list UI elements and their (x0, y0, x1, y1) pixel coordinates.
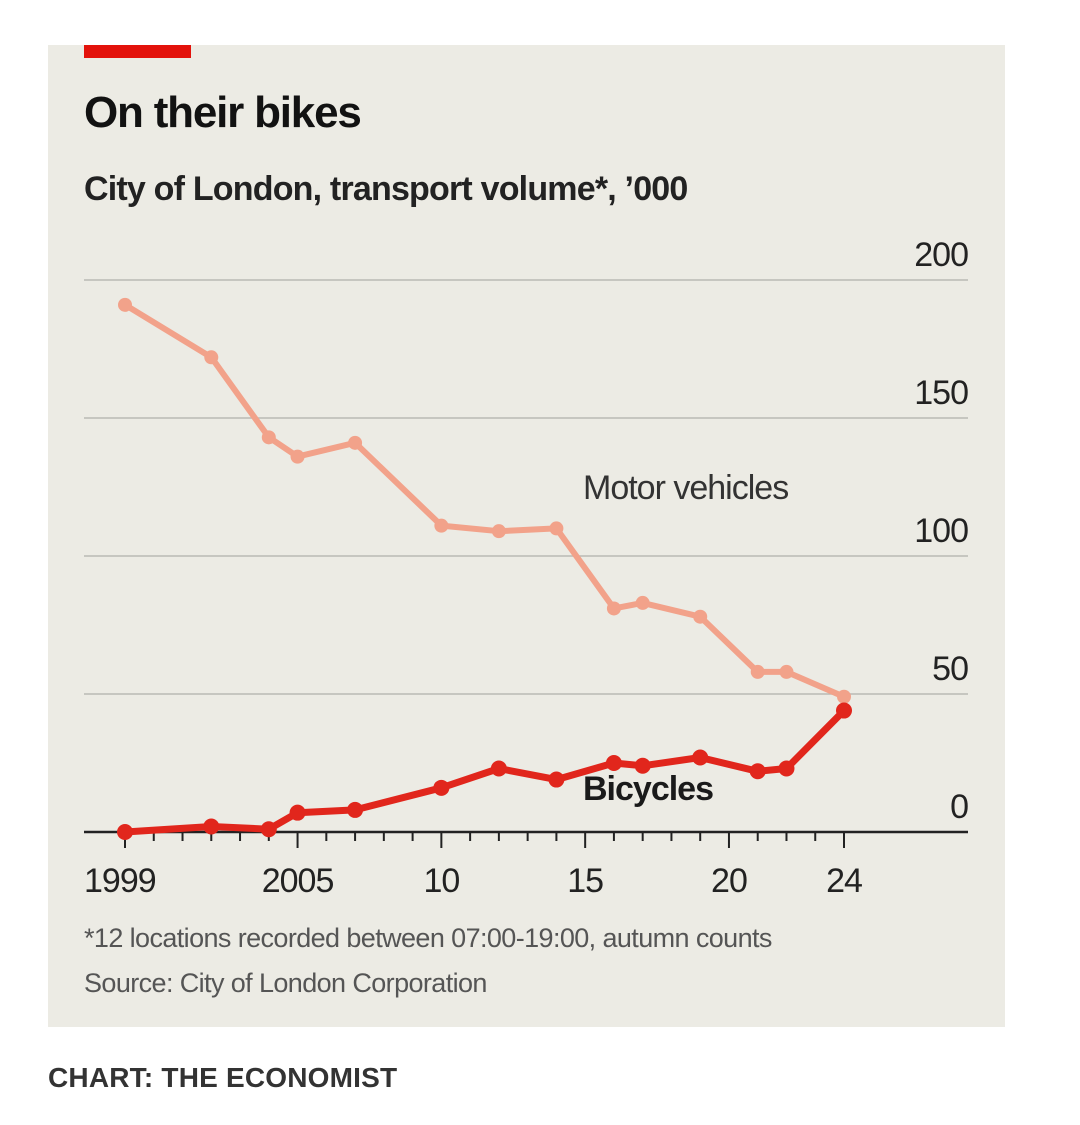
chart-subtitle: City of London, transport volume*, ’000 (84, 170, 688, 208)
x-tick-label: 2005 (262, 862, 334, 900)
motor-vehicles-point (434, 518, 449, 533)
motor-vehicles-point (837, 689, 851, 704)
motor-vehicles-point (348, 435, 363, 450)
motor-vehicles-point (549, 521, 564, 536)
bicycles-point (778, 760, 795, 777)
x-tick-label: 20 (711, 862, 747, 900)
motor-vehicles-point (290, 449, 305, 464)
y-tick-label: 0 (950, 788, 968, 826)
source-note: Source: City of London Corporation (84, 968, 487, 998)
bicycles-point (692, 749, 709, 766)
motor-vehicles-point (693, 609, 708, 624)
accent-bar (84, 45, 191, 58)
motor-vehicles-point (118, 297, 132, 312)
x-tick-label: 15 (567, 862, 603, 900)
bicycles-point (260, 821, 277, 838)
motor-vehicles-point (491, 524, 506, 539)
bicycles-point (347, 801, 364, 818)
x-tick-label: 24 (826, 862, 862, 900)
bicycles-point (203, 818, 220, 835)
footnote: *12 locations recorded between 07:00-19:… (84, 923, 772, 953)
y-tick-label: 200 (914, 236, 968, 274)
motor-vehicles-point (606, 601, 621, 616)
chart-title: On their bikes (84, 88, 362, 137)
bicycles-line (121, 707, 848, 836)
bicycles-point (634, 757, 651, 774)
motor-vehicles-point (635, 595, 650, 610)
bicycles-point (605, 755, 622, 771)
motor-vehicles-point (750, 664, 765, 679)
bicycles-point (433, 779, 450, 796)
bicycles-point (548, 771, 565, 788)
bicycles-point (289, 804, 306, 821)
y-tick-label: 50 (932, 650, 968, 688)
bicycles-point (117, 824, 133, 840)
motor-vehicles-point (204, 350, 219, 365)
x-tick-label: 10 (423, 862, 459, 900)
motor-vehicles-point (261, 430, 276, 445)
y-tick-label: 150 (914, 374, 968, 412)
y-tick-label: 100 (914, 512, 968, 550)
chart-credit: CHART: THE ECONOMIST (48, 1062, 398, 1093)
x-tick-label: 1999 (84, 862, 156, 900)
chart-panel (48, 45, 1005, 1027)
bicycles-point (490, 760, 507, 777)
bicycles-point (836, 702, 852, 719)
motor-vehicles-label: Motor vehicles (583, 469, 788, 507)
motor-vehicles-point (779, 664, 794, 679)
bicycles-point (749, 763, 766, 780)
bicycles-label: Bicycles (583, 770, 713, 808)
